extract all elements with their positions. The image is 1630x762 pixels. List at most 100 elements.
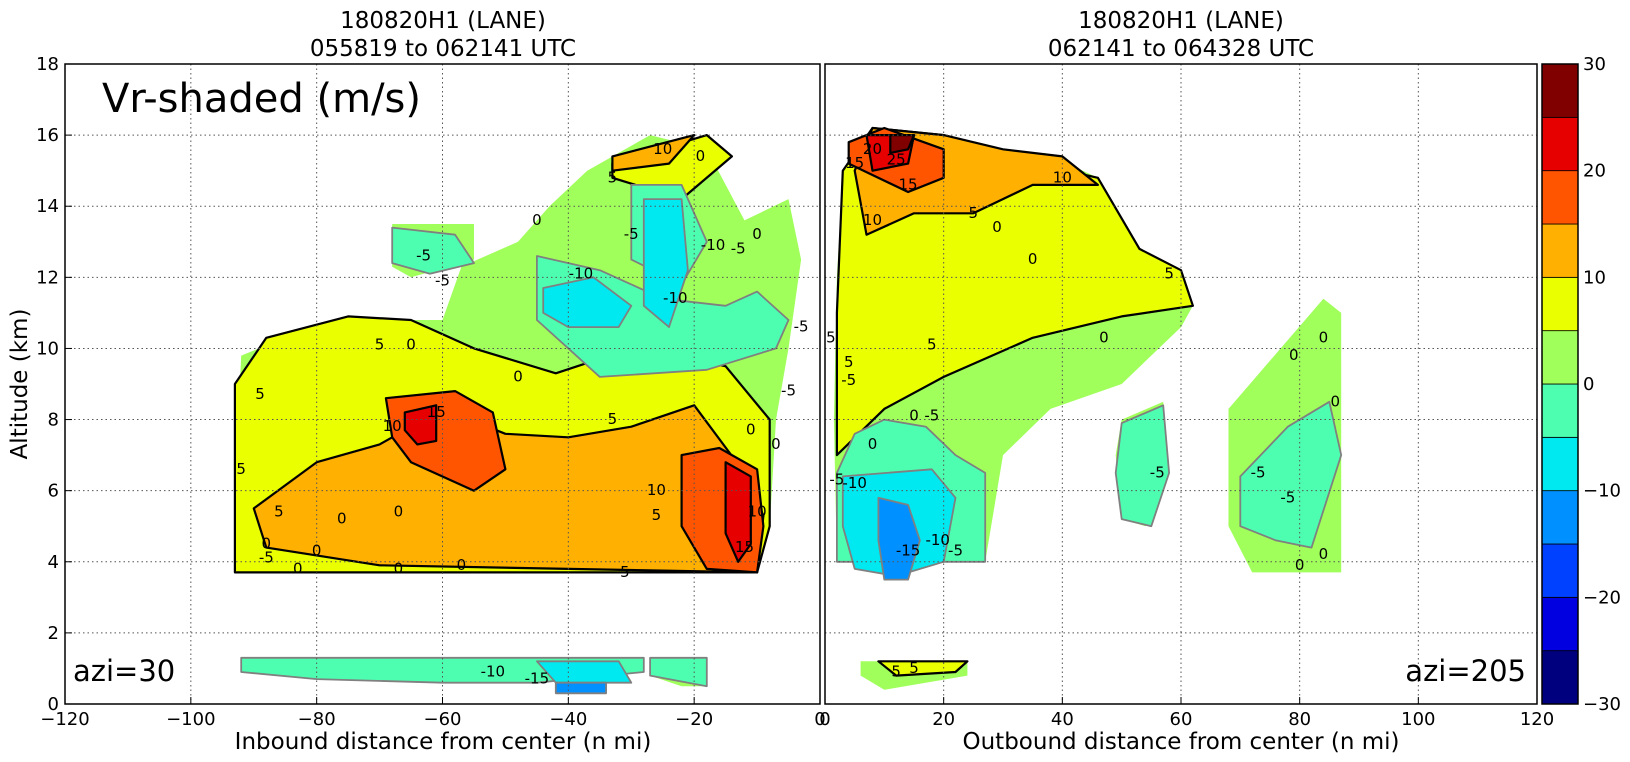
inbound-velocity-region <box>649 656 708 688</box>
colorbar-band <box>1541 596 1579 652</box>
outbound-title-line2: 062141 to 064328 UTC <box>1048 36 1314 62</box>
inbound-contour-label: -5 <box>731 239 746 257</box>
outbound-contour-label: 0 <box>1319 545 1329 563</box>
inbound-azimuth-label: azi=30 <box>73 654 175 688</box>
outbound-contour-label: -5 <box>1150 463 1165 481</box>
y-axis-label: Altitude (km) <box>7 309 33 460</box>
outbound-x-tick-label: 120 <box>1520 709 1554 730</box>
inbound-contour-label: 10 <box>647 481 666 499</box>
inbound-contour-label: -5 <box>624 225 639 243</box>
outbound-contour-label: 15 <box>899 175 918 193</box>
colorbar-tick-label: 20 <box>1583 161 1606 182</box>
outbound-contour-label: 5 <box>1164 264 1174 282</box>
outbound-contour-label: -5 <box>924 407 939 425</box>
outbound-contour-label: 5 <box>909 659 919 677</box>
outbound-contour-label: 0 <box>1295 556 1305 574</box>
inbound-contour-label: 0 <box>696 147 706 165</box>
colorbar-band <box>1541 63 1579 118</box>
outbound-title-line1: 180820H1 (LANE) <box>1078 8 1284 34</box>
inbound-y-tick-label: 18 <box>36 54 59 75</box>
inbound-contour-label: 0 <box>394 503 404 521</box>
inbound-y-tick-label: 6 <box>48 481 59 502</box>
outbound-azimuth-label: azi=205 <box>1405 654 1526 688</box>
inbound-velocity-region <box>642 198 689 329</box>
outbound-contour-label: -10 <box>925 531 950 549</box>
colorbar-tick-label: −20 <box>1583 587 1621 608</box>
inbound-contour-label: 0 <box>457 556 467 574</box>
outbound-x-axis-label: Outbound distance from center (n mi) <box>963 729 1400 755</box>
inbound-y-tick-label: 10 <box>36 338 59 359</box>
inbound-contour-label: 0 <box>771 435 781 453</box>
outbound-contour-label: 10 <box>863 211 882 229</box>
outbound-contour-label: -15 <box>896 542 921 560</box>
figure-label: Vr-shaded (m/s) <box>102 76 421 122</box>
outbound-contour-label: -5 <box>1280 488 1295 506</box>
colorbar-band <box>1541 116 1579 172</box>
inbound-velocity-region <box>252 404 765 574</box>
inbound-contour-label: -5 <box>435 271 450 289</box>
outbound-x-tick-label: 0 <box>819 709 830 730</box>
inbound-title-line2: 055819 to 062141 UTC <box>310 36 576 62</box>
inbound-contour-label: 0 <box>513 367 523 385</box>
inbound-contour-label: 5 <box>255 385 265 403</box>
inbound-contour-label: -15 <box>525 670 550 688</box>
outbound-panel: 180820H1 (LANE) 062141 to 064328 UTC 15 2… <box>819 8 1554 755</box>
inbound-velocity-shading <box>233 134 802 695</box>
outbound-contour-label: 0 <box>992 218 1002 236</box>
inbound-contour-label: 5 <box>236 460 246 478</box>
outbound-contour-label: 25 <box>887 151 906 169</box>
inbound-y-tick-label: 4 <box>48 552 59 573</box>
inbound-contour-label: 10 <box>383 417 402 435</box>
inbound-y-tick-label: 8 <box>48 410 59 431</box>
outbound-contour-label: 5 <box>844 353 854 371</box>
inbound-x-tick-label: −80 <box>298 709 336 730</box>
inbound-contour-label: -5 <box>781 382 796 400</box>
outbound-contour-label: -5 <box>829 471 844 489</box>
inbound-contour-label: 15 <box>735 538 754 556</box>
inbound-x-tick-label: −40 <box>549 709 587 730</box>
outbound-x-tick-label: 20 <box>932 709 955 730</box>
inbound-contour-label: 15 <box>427 403 446 421</box>
colorbar-band <box>1541 543 1579 598</box>
inbound-x-ticks: −120 −100 −80 −60 −40 −20 0 <box>40 697 826 730</box>
outbound-velocity-region <box>877 496 921 581</box>
inbound-velocity-region <box>542 276 633 329</box>
inbound-y-tick-label: 16 <box>36 125 59 146</box>
inbound-contour-label: -10 <box>481 663 506 681</box>
outbound-contour-label: -5 <box>1251 463 1266 481</box>
outbound-velocity-region <box>1114 404 1170 528</box>
outbound-x-tick-label: 60 <box>1170 709 1193 730</box>
inbound-contour-label: 0 <box>746 421 756 439</box>
inbound-contour-label: -5 <box>259 549 274 567</box>
outbound-grid <box>825 64 1537 704</box>
outbound-contour-label: 0 <box>1028 250 1038 268</box>
colorbar-frame <box>1541 63 1579 705</box>
colorbar-band <box>1541 436 1579 492</box>
outbound-contour-label: 15 <box>845 154 864 172</box>
colorbar-band <box>1541 650 1579 705</box>
inbound-contour-label: 0 <box>394 559 404 577</box>
colorbar-tick-label: 10 <box>1583 267 1606 288</box>
inbound-velocity-region <box>403 404 438 446</box>
colorbar-tick-label: 30 <box>1583 54 1606 75</box>
inbound-y-tick-label: 2 <box>48 623 59 644</box>
inbound-y-tick-label: 12 <box>36 267 59 288</box>
inbound-x-tick-label: −120 <box>40 709 89 730</box>
colorbar-band <box>1541 330 1579 385</box>
inbound-contour-label: 5 <box>375 335 385 353</box>
inbound-y-ticks: 0 2 4 6 8 10 12 14 16 18 <box>36 54 72 715</box>
inbound-contour-label: 0 <box>406 335 416 353</box>
outbound-contour-label: 0 <box>909 407 919 425</box>
inbound-contour-label: 0 <box>293 559 303 577</box>
colorbar-band <box>1541 383 1579 438</box>
inbound-velocity-region <box>611 134 696 172</box>
outbound-contour-label: -5 <box>841 371 856 389</box>
inbound-contour-label: -10 <box>663 289 688 307</box>
inbound-grid <box>65 64 820 704</box>
outbound-contour-label: 5 <box>969 204 979 222</box>
inbound-x-tick-label: −20 <box>675 709 713 730</box>
outbound-velocity-region <box>1239 400 1343 549</box>
